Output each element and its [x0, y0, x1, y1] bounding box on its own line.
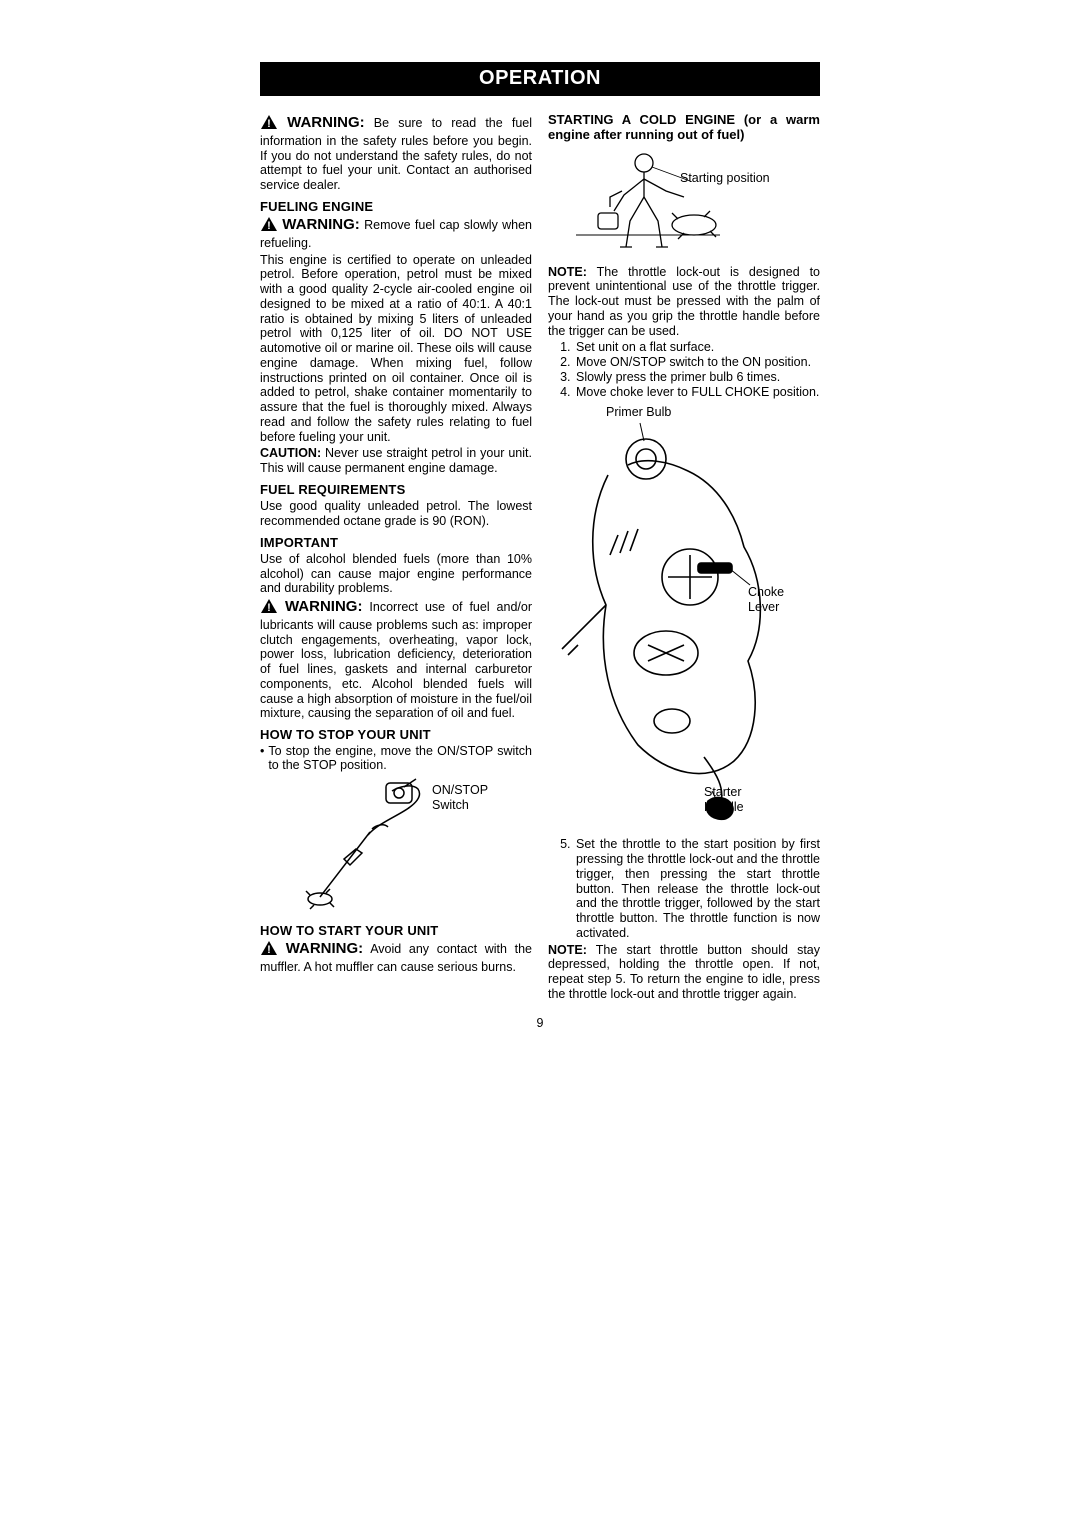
- warning-4: ! WARNING: Avoid any contact with the mu…: [260, 940, 532, 975]
- svg-text:!: !: [267, 602, 271, 614]
- important-text: Use of alcohol blended fuels (more than …: [260, 552, 532, 596]
- step-item: Move ON/STOP switch to the ON position.: [574, 355, 820, 370]
- warning-1: ! WARNING: Be sure to read the fuel info…: [260, 114, 532, 193]
- warning-label: WARNING:: [285, 598, 363, 615]
- important-heading: IMPORTANT: [260, 535, 532, 550]
- label-line: Switch: [432, 798, 469, 812]
- fuel-paragraph: This engine is certified to operate on u…: [260, 253, 532, 445]
- columns: ! WARNING: Be sure to read the fuel info…: [260, 112, 820, 1004]
- fuelreq-heading: FUEL REQUIREMENTS: [260, 482, 532, 497]
- onstop-figure: ON/STOP Switch: [260, 777, 532, 917]
- cold-engine-heading: STARTING A COLD ENGINE (or a warm engine…: [548, 112, 820, 143]
- label-line: Lever: [748, 600, 779, 614]
- note-1: NOTE: The throttle lock-out is designed …: [548, 265, 820, 339]
- warning-icon: !: [260, 216, 278, 236]
- warning-label: WARNING:: [282, 216, 360, 233]
- warning-icon: !: [260, 940, 278, 960]
- caution-paragraph: CAUTION: Never use straight petrol in yo…: [260, 446, 532, 476]
- label-line: Starter: [704, 785, 742, 799]
- note-text: The start throttle button should stay de…: [548, 943, 820, 1001]
- starter-handle-label: Starter Handle: [704, 785, 744, 815]
- note-label: NOTE:: [548, 943, 587, 957]
- stop-bullet: • To stop the engine, move the ON/STOP s…: [260, 744, 532, 774]
- primer-bulb-label: Primer Bulb: [606, 405, 671, 420]
- note-text: The throttle lock-out is designed to pre…: [548, 265, 820, 338]
- section-header: OPERATION: [260, 62, 820, 96]
- content: OPERATION ! WARNING: Be sure to read the…: [260, 62, 820, 1030]
- step-item: Set the throttle to the start position b…: [574, 837, 820, 940]
- caution-label: CAUTION:: [260, 446, 321, 460]
- steps-list: Set unit on a flat surface. Move ON/STOP…: [548, 340, 820, 399]
- fuelreq-text: Use good quality unleaded petrol. The lo…: [260, 499, 532, 529]
- warning-label: WARNING:: [287, 114, 365, 131]
- note-2: NOTE: The start throttle button should s…: [548, 943, 820, 1002]
- onstop-switch-label: ON/STOP Switch: [432, 783, 488, 813]
- warning-icon: !: [260, 598, 278, 618]
- svg-text:!: !: [267, 944, 271, 956]
- stop-bullet-text: To stop the engine, move the ON/STOP swi…: [268, 744, 532, 774]
- warning-3: ! WARNING: Incorrect use of fuel and/or …: [260, 598, 532, 721]
- step-item: Set unit on a flat surface.: [574, 340, 820, 355]
- label-line: Choke: [748, 585, 784, 599]
- page: OPERATION ! WARNING: Be sure to read the…: [0, 0, 1080, 1526]
- warning-2: ! WARNING: Remove fuel cap slowly when r…: [260, 216, 532, 251]
- stop-heading: HOW TO STOP YOUR UNIT: [260, 727, 532, 742]
- engine-diagram-icon: [548, 405, 818, 825]
- warning-label: WARNING:: [286, 940, 364, 957]
- starting-position-figure: Starting position: [548, 149, 820, 259]
- svg-text:!: !: [267, 220, 271, 232]
- right-column: STARTING A COLD ENGINE (or a warm engine…: [548, 112, 820, 1004]
- label-line: Handle: [704, 800, 744, 814]
- choke-lever-label: Choke Lever: [748, 585, 784, 615]
- fueling-heading: FUELING ENGINE: [260, 199, 532, 214]
- warning-text: Incorrect use of fuel and/or lubricants …: [260, 600, 532, 720]
- step-item: Move choke lever to FULL CHOKE position.: [574, 385, 820, 400]
- svg-text:!: !: [267, 118, 271, 130]
- note-label: NOTE:: [548, 265, 587, 279]
- starting-position-icon: [566, 149, 726, 259]
- starting-position-label: Starting position: [680, 171, 770, 186]
- label-line: ON/STOP: [432, 783, 488, 797]
- warning-icon: !: [260, 114, 278, 134]
- steps-list-continued: Set the throttle to the start position b…: [548, 837, 820, 940]
- bullet-dot: •: [260, 744, 268, 774]
- engine-figure: Primer Bulb Choke Lever Starter Handle: [548, 405, 820, 835]
- page-number: 9: [260, 1016, 820, 1030]
- left-column: ! WARNING: Be sure to read the fuel info…: [260, 112, 532, 1004]
- step-item: Slowly press the primer bulb 6 times.: [574, 370, 820, 385]
- start-heading: HOW TO START YOUR UNIT: [260, 923, 532, 938]
- trimmer-outline-icon: [300, 777, 450, 917]
